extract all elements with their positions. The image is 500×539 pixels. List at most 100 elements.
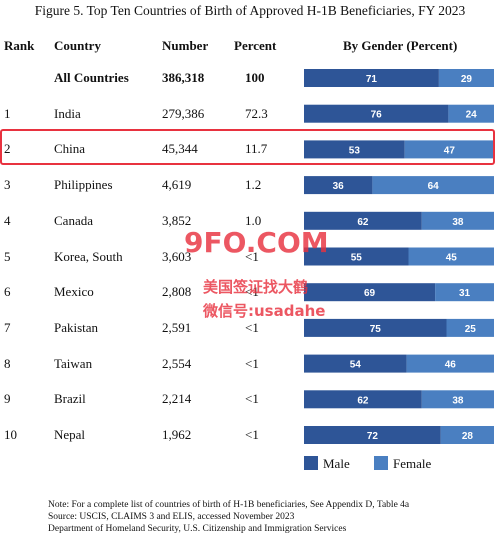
cell-percent: <1 xyxy=(245,427,259,442)
bar-male xyxy=(304,318,447,337)
bar-female xyxy=(438,69,494,87)
cell-rank: 8 xyxy=(4,355,11,371)
cell-number: 2,808 xyxy=(162,284,192,300)
cell-rank: 7 xyxy=(4,319,11,335)
legend-swatch-male xyxy=(304,456,318,470)
bar-female xyxy=(408,247,494,266)
cell-country: All Countries xyxy=(54,70,129,85)
bar-female xyxy=(435,283,494,302)
legend-label-female: Female xyxy=(393,456,432,471)
note-line-1: Note: For a complete list of countries o… xyxy=(48,500,410,510)
bar-female-label: 47 xyxy=(444,145,456,156)
bar-female-label: 38 xyxy=(452,217,464,228)
bar-female-label: 64 xyxy=(428,181,440,192)
bar-male-label: 62 xyxy=(357,217,369,228)
bar-female xyxy=(421,390,494,409)
bar-male-label: 36 xyxy=(333,181,345,192)
cell-number: 279,386 xyxy=(162,105,205,121)
bar-male xyxy=(304,69,439,87)
bar-female-label: 46 xyxy=(445,360,457,371)
watermark-line-3: 微信号:usadahe xyxy=(203,302,326,320)
bar-male-label: 54 xyxy=(350,360,362,371)
cell-percent: <1 xyxy=(245,355,259,371)
cell-country: Canada xyxy=(54,212,93,228)
cell-country: Korea, South xyxy=(54,248,123,264)
cell-number: 1,962 xyxy=(162,427,192,442)
bar-female-label: 31 xyxy=(459,288,471,299)
bar-female xyxy=(446,318,494,337)
watermark-logo-text: 9FO.COM xyxy=(184,226,329,259)
cell-country: Brazil xyxy=(54,391,86,407)
cell-number: 4,619 xyxy=(162,177,192,193)
cell-country: India xyxy=(54,105,81,121)
cell-rank: 1 xyxy=(4,105,11,121)
bar-male xyxy=(304,176,373,195)
bar-male-label: 55 xyxy=(351,253,363,264)
cell-rank: 6 xyxy=(4,284,11,300)
bar-male xyxy=(304,354,407,373)
cell-rank: 5 xyxy=(4,248,11,264)
cell-percent: <1 xyxy=(245,319,259,335)
cell-number: 386,318 xyxy=(162,70,205,85)
bar-male xyxy=(304,104,449,123)
header-rank: Rank xyxy=(4,38,35,53)
cell-percent: 1.2 xyxy=(245,177,262,193)
cell-percent: 11.7 xyxy=(245,141,268,157)
bar-male xyxy=(304,283,436,302)
cell-country: Taiwan xyxy=(54,355,93,371)
cell-rank: 3 xyxy=(4,177,11,193)
cell-number: 2,554 xyxy=(162,355,192,371)
bar-female xyxy=(406,354,494,373)
legend-swatch-female xyxy=(374,456,388,470)
cell-number: 45,344 xyxy=(162,141,198,157)
bar-female-label: 24 xyxy=(466,110,478,121)
cell-country: China xyxy=(54,141,86,157)
cell-rank: 10 xyxy=(4,427,17,442)
cell-percent: 100 xyxy=(245,70,265,85)
cell-number: 3,603 xyxy=(162,248,192,264)
cell-number: 2,214 xyxy=(162,391,192,407)
bar-female xyxy=(440,426,494,444)
bar-female xyxy=(372,176,494,195)
bar-male xyxy=(304,426,441,444)
bar-male-label: 71 xyxy=(366,74,378,85)
cell-rank: 9 xyxy=(4,391,11,407)
header-number: Number xyxy=(162,38,209,53)
bar-male-label: 72 xyxy=(367,431,379,442)
bar-female-label: 29 xyxy=(461,74,473,85)
cell-percent: 1.0 xyxy=(245,212,262,228)
bar-male xyxy=(304,247,409,266)
cell-country: Pakistan xyxy=(54,319,99,335)
bar-female-label: 38 xyxy=(452,395,464,406)
legend-label-male: Male xyxy=(323,456,350,471)
bar-female-label: 45 xyxy=(446,253,458,264)
bar-male-label: 75 xyxy=(370,324,382,335)
cell-rank: 4 xyxy=(4,212,11,228)
highlight-box-china xyxy=(0,129,495,165)
cell-percent: 72.3 xyxy=(245,105,268,121)
bar-male-label: 76 xyxy=(371,110,383,121)
bar-male xyxy=(304,390,422,409)
cell-country: Nepal xyxy=(54,427,86,442)
bar-male xyxy=(304,211,422,230)
cell-country: Mexico xyxy=(54,284,94,300)
header-by-gender: By Gender (Percent) xyxy=(343,38,458,53)
bar-female xyxy=(404,140,494,159)
bar-male-label: 53 xyxy=(349,145,361,156)
watermark-line-2: 美国签证找大鹤 xyxy=(203,278,309,296)
note-line-2: Source: USCIS, CLAIMS 3 and ELIS, access… xyxy=(48,512,295,522)
bar-female-label: 25 xyxy=(465,324,477,335)
cell-number: 3,852 xyxy=(162,212,192,228)
chart-title: Figure 5. Top Ten Countries of Birth of … xyxy=(34,3,466,18)
header-percent: Percent xyxy=(234,38,277,53)
header-country: Country xyxy=(54,38,101,53)
bar-male-label: 69 xyxy=(364,288,376,299)
cell-rank: 2 xyxy=(4,141,11,157)
bar-male-label: 62 xyxy=(357,395,369,406)
cell-number: 2,591 xyxy=(162,319,192,335)
bar-male xyxy=(304,140,405,159)
note-line-3: Department of Homeland Security, U.S. Ci… xyxy=(48,524,347,534)
bar-female xyxy=(448,104,494,123)
cell-percent: <1 xyxy=(245,248,259,264)
